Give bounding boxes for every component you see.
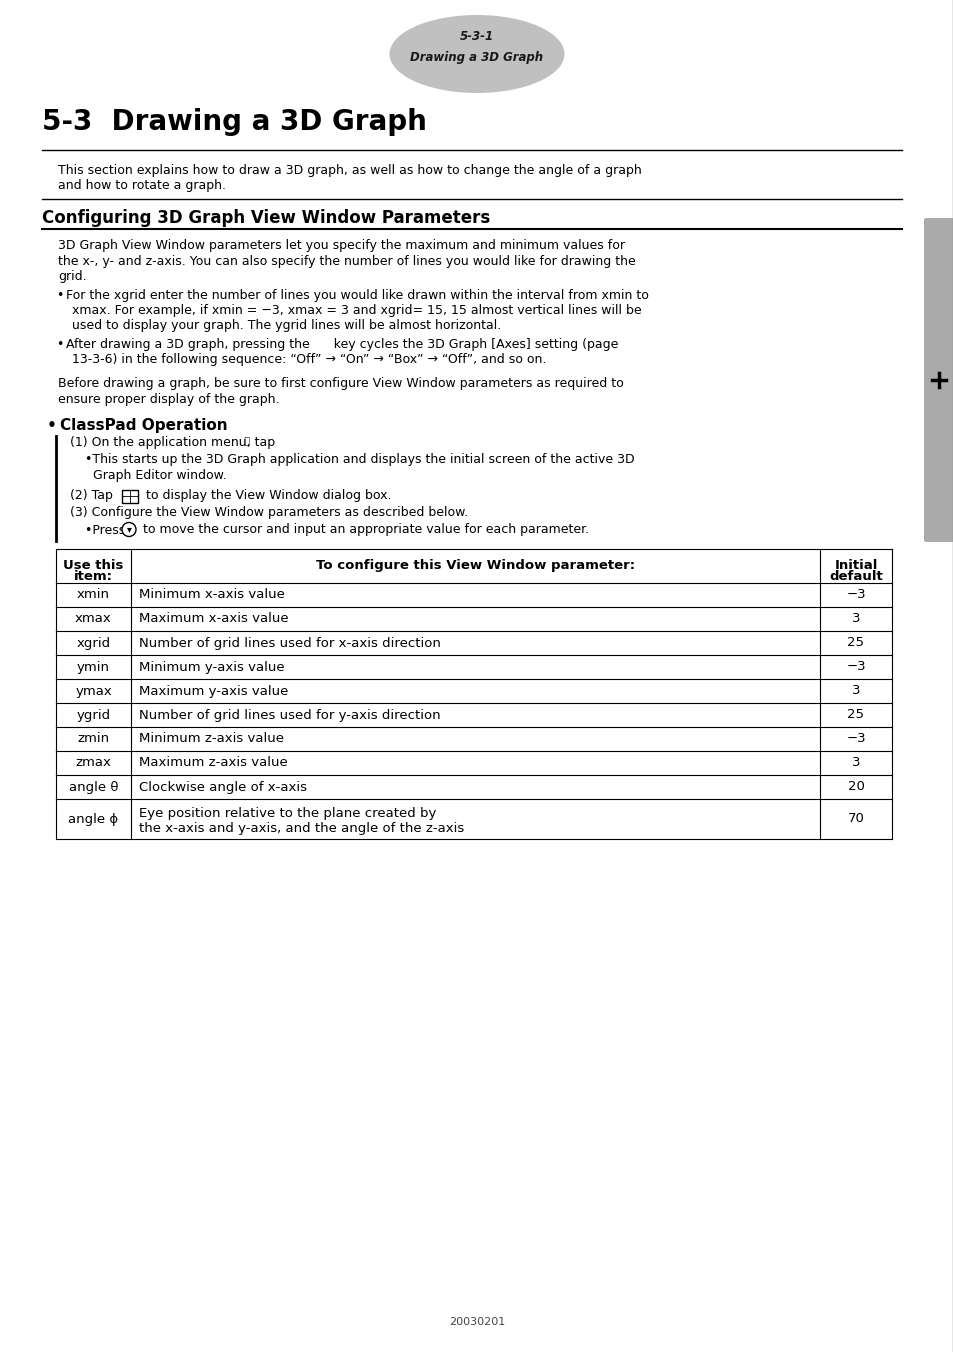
Text: −3: −3 (845, 661, 865, 673)
Text: item:: item: (74, 571, 112, 583)
Text: (1) On the application menu, tap: (1) On the application menu, tap (70, 435, 274, 449)
Text: −3: −3 (845, 588, 865, 602)
Text: 70: 70 (846, 813, 863, 826)
Text: •Press: •Press (85, 523, 129, 537)
Text: Number of grid lines used for y-axis direction: Number of grid lines used for y-axis dir… (139, 708, 440, 722)
Text: default: default (828, 571, 882, 583)
Bar (122, 489, 138, 503)
Text: •: • (56, 338, 63, 352)
Text: xmax: xmax (75, 612, 112, 626)
Text: angle ϕ: angle ϕ (69, 813, 118, 826)
Text: 20030201: 20030201 (449, 1317, 504, 1328)
Text: 25: 25 (846, 708, 863, 722)
Text: grid.: grid. (58, 270, 87, 283)
Text: the x-, y- and z-axis. You can also specify the number of lines you would like f: the x-, y- and z-axis. You can also spec… (58, 254, 635, 268)
Text: Maximum x-axis value: Maximum x-axis value (139, 612, 289, 626)
Text: •: • (47, 418, 57, 433)
Text: 5-3-1: 5-3-1 (459, 31, 494, 43)
Text: to move the cursor and input an appropriate value for each parameter.: to move the cursor and input an appropri… (139, 523, 589, 537)
Text: 3: 3 (851, 757, 860, 769)
Text: zmin: zmin (77, 733, 110, 745)
Text: •This starts up the 3D Graph application and displays the initial screen of the : •This starts up the 3D Graph application… (85, 453, 634, 466)
Text: ygrid: ygrid (76, 708, 111, 722)
Text: 13-3-6) in the following sequence: “Off” → “On” → “Box” → “Off”, and so on.: 13-3-6) in the following sequence: “Off”… (71, 353, 546, 366)
Text: To configure this View Window parameter:: To configure this View Window parameter: (315, 558, 635, 572)
Text: Drawing a 3D Graph: Drawing a 3D Graph (410, 50, 543, 64)
Text: angle θ: angle θ (69, 780, 118, 794)
Text: This section explains how to draw a 3D graph, as well as how to change the angle: This section explains how to draw a 3D g… (58, 164, 641, 177)
Text: Clockwise angle of x-axis: Clockwise angle of x-axis (139, 780, 307, 794)
Text: Minimum x-axis value: Minimum x-axis value (139, 588, 285, 602)
Text: 5-3  Drawing a 3D Graph: 5-3 Drawing a 3D Graph (42, 108, 426, 137)
Text: Configuring 3D Graph View Window Parameters: Configuring 3D Graph View Window Paramet… (42, 210, 490, 227)
Text: After drawing a 3D graph, pressing the      key cycles the 3D Graph [Axes] setti: After drawing a 3D graph, pressing the k… (66, 338, 618, 352)
Text: ClassPad Operation: ClassPad Operation (60, 418, 228, 433)
Text: 20: 20 (846, 780, 863, 794)
Text: 3: 3 (851, 612, 860, 626)
Text: Maximum y-axis value: Maximum y-axis value (139, 684, 288, 698)
Text: the x-axis and y-axis, and the angle of the z-axis: the x-axis and y-axis, and the angle of … (139, 822, 464, 836)
Text: 🚢: 🚢 (237, 435, 250, 445)
Text: ymin: ymin (77, 661, 110, 673)
Ellipse shape (389, 15, 564, 93)
Text: 3D Graph View Window parameters let you specify the maximum and minimum values f: 3D Graph View Window parameters let you … (58, 239, 624, 251)
Text: Before drawing a graph, be sure to first configure View Window parameters as req: Before drawing a graph, be sure to first… (58, 377, 623, 389)
Text: ymax: ymax (75, 684, 112, 698)
Text: Minimum z-axis value: Minimum z-axis value (139, 733, 284, 745)
FancyBboxPatch shape (923, 218, 953, 542)
Text: 25: 25 (846, 637, 863, 649)
Text: (2) Tap: (2) Tap (70, 488, 117, 502)
Text: For the xgrid enter the number of lines you would like drawn within the interval: For the xgrid enter the number of lines … (66, 288, 648, 301)
Text: Graph Editor window.: Graph Editor window. (85, 469, 227, 483)
Circle shape (122, 522, 136, 537)
Text: Minimum y-axis value: Minimum y-axis value (139, 661, 284, 673)
Text: 3: 3 (851, 684, 860, 698)
Text: −3: −3 (845, 733, 865, 745)
Text: ▾: ▾ (127, 525, 132, 534)
Text: xmax. For example, if xmin = −3, xmax = 3 and xgrid= 15, 15 almost vertical line: xmax. For example, if xmin = −3, xmax = … (71, 304, 641, 316)
Text: to display the View Window dialog box.: to display the View Window dialog box. (142, 488, 391, 502)
Text: and how to rotate a graph.: and how to rotate a graph. (58, 180, 226, 192)
Text: Eye position relative to the plane created by: Eye position relative to the plane creat… (139, 807, 436, 821)
Text: Number of grid lines used for x-axis direction: Number of grid lines used for x-axis dir… (139, 637, 440, 649)
Text: xmin: xmin (77, 588, 110, 602)
Text: •: • (56, 288, 63, 301)
Text: Initial: Initial (834, 558, 877, 572)
Text: zmax: zmax (75, 757, 112, 769)
Text: (3) Configure the View Window parameters as described below.: (3) Configure the View Window parameters… (70, 506, 468, 519)
Text: used to display your graph. The ygrid lines will be almost horizontal.: used to display your graph. The ygrid li… (71, 319, 500, 333)
Text: xgrid: xgrid (76, 637, 111, 649)
Text: ensure proper display of the graph.: ensure proper display of the graph. (58, 392, 279, 406)
Text: Maximum z-axis value: Maximum z-axis value (139, 757, 288, 769)
Text: Use this: Use this (63, 558, 124, 572)
